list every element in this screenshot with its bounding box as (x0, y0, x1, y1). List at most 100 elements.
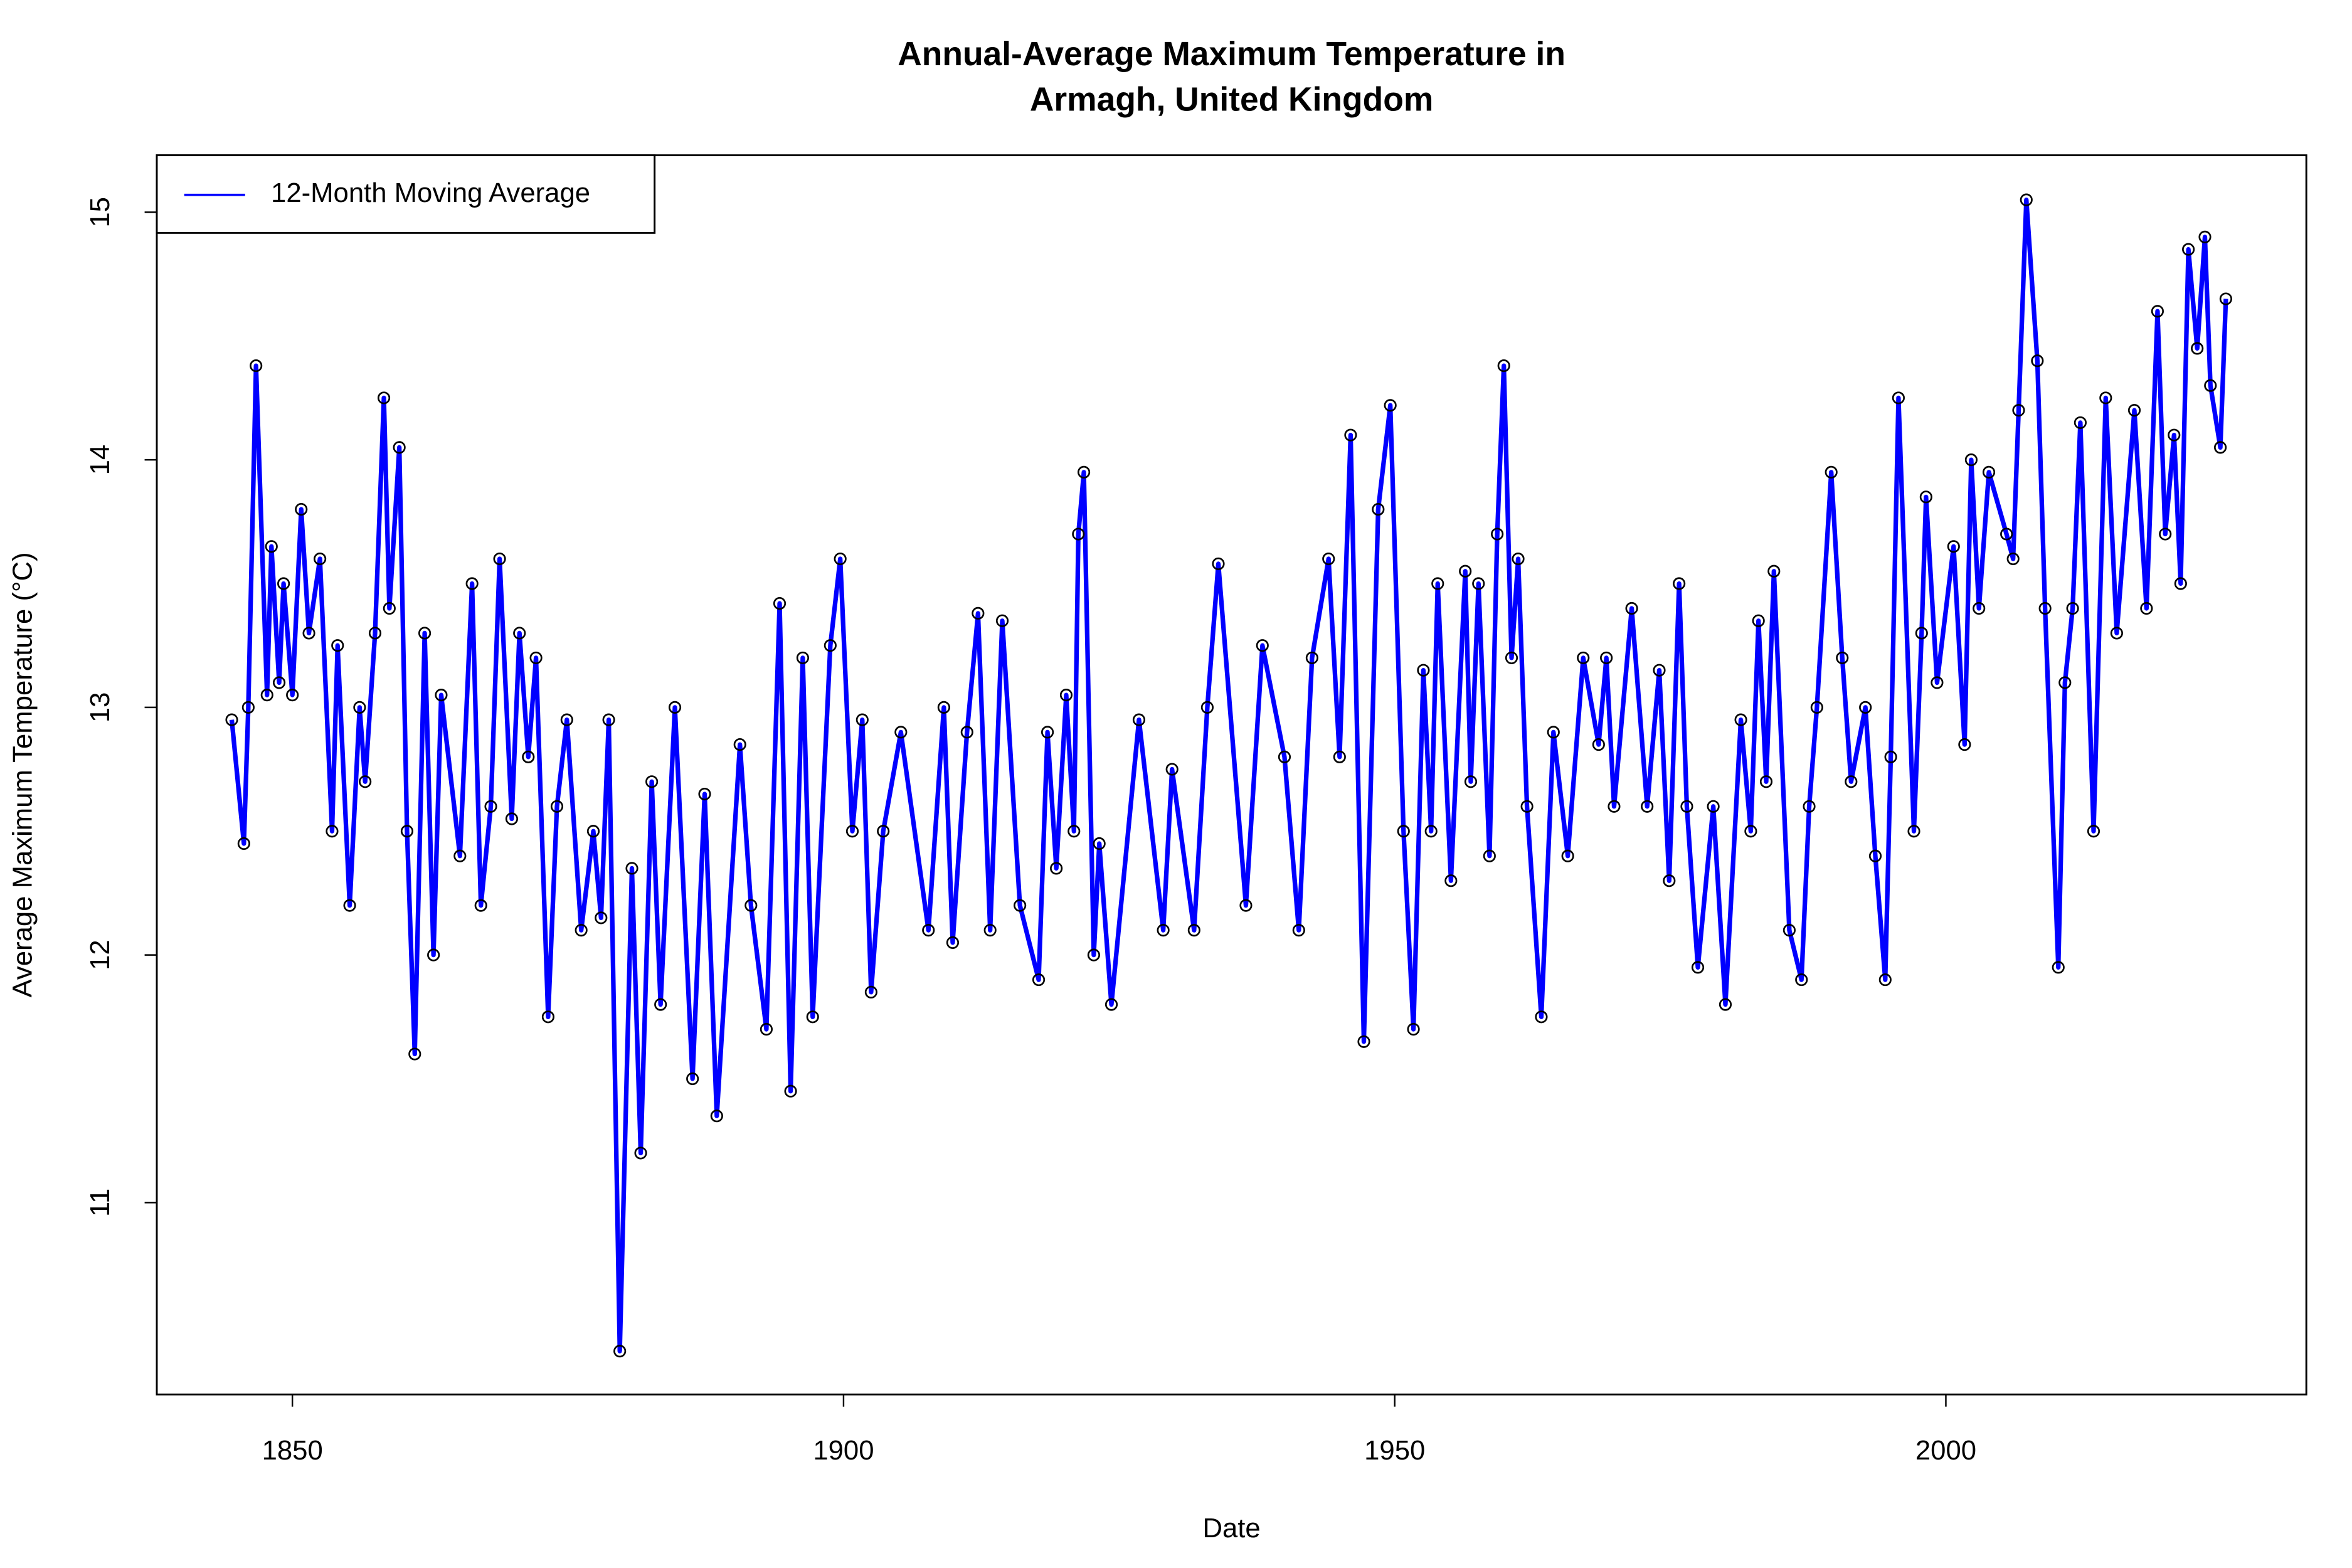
data-point (1278, 750, 1291, 763)
data-point (686, 1072, 699, 1086)
data-point (1744, 825, 1757, 838)
data-point (784, 1084, 797, 1098)
chart-title: Annual-Average Maximum Temperature in Arm… (898, 36, 1565, 119)
data-point (1333, 750, 1346, 763)
data-point (1680, 800, 1693, 813)
data-point (744, 899, 758, 912)
data-point (1059, 689, 1073, 702)
data-point (2198, 230, 2212, 243)
data-point (1357, 1035, 1370, 1048)
data-point (1165, 763, 1179, 776)
data-point (1663, 874, 1676, 887)
data-point (2031, 354, 2044, 368)
data-point (1305, 651, 1318, 664)
data-point (1014, 899, 1027, 912)
data-point (1072, 527, 1085, 541)
series-line (229, 197, 2228, 1353)
data-point (613, 1345, 627, 1358)
data-point (877, 825, 890, 838)
data-point (1673, 577, 1686, 590)
data-point (1424, 825, 1438, 838)
data-point (1691, 961, 1705, 974)
data-point (834, 552, 847, 566)
data-point (1907, 825, 1920, 838)
data-point (1520, 800, 1534, 813)
data-point (1087, 948, 1100, 961)
data-point (733, 738, 746, 751)
data-point (541, 1010, 554, 1024)
data-point (1322, 552, 1335, 566)
data-point (484, 800, 497, 813)
data-point (2066, 601, 2079, 615)
data-point (1915, 627, 1928, 640)
data-point (393, 441, 406, 454)
data-point (2204, 379, 2217, 392)
data-point (302, 627, 315, 640)
data-point (408, 1047, 421, 1061)
title-line: Armagh, United Kingdom (1030, 82, 1433, 119)
data-point (575, 924, 588, 937)
data-point (260, 689, 273, 702)
data-point (1547, 726, 1560, 739)
data-point (806, 1010, 819, 1024)
data-point (1931, 676, 1944, 689)
data-point (1041, 726, 1054, 739)
data-point (2074, 416, 2087, 429)
data-point (1561, 849, 1574, 862)
data-point (845, 825, 859, 838)
y-axis-label: Average Maximum Temperature (°C) (7, 552, 38, 997)
y-tick-label: 12 (85, 940, 115, 970)
data-point (602, 713, 615, 726)
y-tick-label: 13 (85, 692, 115, 723)
data-point (1050, 862, 1063, 875)
data-point (2000, 527, 2013, 541)
data-point (1600, 651, 1613, 664)
data-point (273, 676, 286, 689)
data-point (2038, 601, 2052, 615)
data-point (1641, 800, 1654, 813)
data-point (1719, 998, 1732, 1011)
data-point (983, 924, 997, 937)
data-point (960, 726, 973, 739)
y-tick-label: 14 (85, 445, 115, 475)
data-point (1734, 713, 1747, 726)
data-point (286, 689, 299, 702)
data-point (1384, 399, 1397, 412)
data-point (1982, 465, 1996, 479)
data-point (2006, 552, 2020, 566)
data-point (1157, 924, 1170, 937)
data-point (1104, 998, 1118, 1011)
data-point (595, 911, 608, 924)
data-point (383, 601, 396, 615)
data-point (265, 540, 278, 553)
data-point (1919, 490, 1932, 504)
data-point (654, 998, 667, 1011)
data-point (2012, 404, 2025, 417)
data-point (2174, 577, 2187, 590)
data-point (894, 726, 908, 739)
data-point (2182, 243, 2195, 256)
data-point (560, 713, 573, 726)
data-point (2168, 428, 2181, 442)
data-point (1892, 391, 1905, 405)
data-point (1884, 750, 1897, 763)
data-point (2191, 342, 2204, 355)
data-point (1032, 973, 1046, 987)
data-point (1752, 614, 1765, 627)
data-point (418, 627, 432, 640)
data-point (400, 825, 414, 838)
data-point (359, 775, 372, 788)
data-point (550, 800, 564, 813)
data-point (710, 1110, 723, 1123)
data-point (237, 837, 250, 850)
data-point (225, 713, 238, 726)
data-point (250, 359, 263, 373)
data-point (760, 1022, 773, 1036)
x-tick-label: 1950 (1364, 1435, 1425, 1466)
data-point (1653, 664, 1666, 677)
data-point (453, 849, 467, 862)
data-point (1078, 465, 1091, 479)
data-point (1947, 540, 1960, 553)
data-point (2219, 292, 2232, 305)
x-tick-label: 1900 (813, 1435, 874, 1466)
